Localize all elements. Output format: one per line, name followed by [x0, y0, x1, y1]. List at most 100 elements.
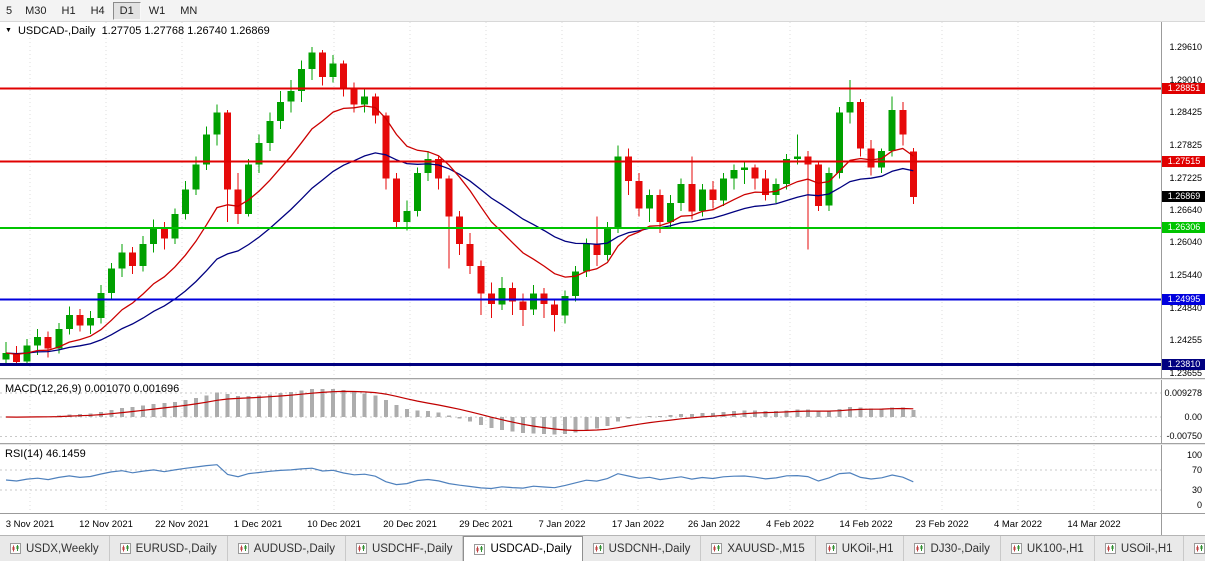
- timeframe-button-5[interactable]: 5: [1, 2, 17, 20]
- candle-body: [530, 293, 537, 310]
- price-tag-1.24995: 1.24995: [1162, 293, 1205, 305]
- candle-body: [804, 156, 812, 165]
- rsi-line: [5, 464, 914, 490]
- candle-body: [646, 194, 654, 209]
- candle-body: [361, 96, 369, 105]
- candle-body: [625, 156, 632, 182]
- chart-tab-xauusd-m15[interactable]: XAUUSD-,M15: [701, 536, 816, 561]
- timeframe-button-m30[interactable]: M30: [18, 2, 53, 20]
- time-axis[interactable]: 3 Nov 2021 12 Nov 2021 22 Nov 2021 1 Dec 20…: [0, 514, 1161, 535]
- candle-body: [519, 301, 527, 310]
- candle-body: [846, 101, 854, 113]
- candle-body: [582, 244, 590, 272]
- chart-tab-label: USDCHF-,Daily: [371, 542, 453, 555]
- date-label: 22 Nov 2021: [155, 519, 209, 530]
- main-price-axis[interactable]: 1.29610 1.29010 1.28425 1.27825 1.27225 1.266…: [1161, 22, 1205, 378]
- chart-tab-label: XAUUSD-,M15: [727, 542, 805, 555]
- chart-tab-usdcnh-daily[interactable]: USDCNH-,Daily: [582, 536, 702, 561]
- rsi-svg[interactable]: [0, 445, 1161, 513]
- candle-body: [118, 252, 126, 269]
- candle-body: [561, 296, 569, 316]
- candle-body: [888, 110, 896, 152]
- chart-tab-label: UK100-,H1: [1026, 542, 1084, 555]
- candle-body: [150, 227, 158, 245]
- date-label: 14 Mar 2022: [1067, 519, 1121, 530]
- chart-icon: [1193, 543, 1205, 554]
- chart-tab-usdchf-daily[interactable]: USDCHF-,Daily: [345, 536, 464, 561]
- rsi-panel: RSI(14) 46.1459 100 70 30 0: [0, 445, 1205, 513]
- candle-body: [698, 189, 706, 212]
- timeframe-button-d1[interactable]: D1: [112, 1, 141, 20]
- candle-body: [76, 315, 84, 326]
- macd-svg[interactable]: [0, 380, 1161, 443]
- price-tag-1.28851: 1.28851: [1162, 82, 1205, 94]
- macd-axis-tick: 0.00: [1184, 412, 1202, 422]
- timeframe-button-mn[interactable]: MN: [173, 2, 204, 20]
- macd-axis[interactable]: 0.009278 0.00 -0.00750: [1161, 380, 1205, 443]
- candle-body: [403, 211, 411, 223]
- macd-area[interactable]: MACD(12,26,9) 0.001070 0.001696: [0, 380, 1161, 443]
- chart-tab-label: USDCAD-,Daily: [490, 543, 572, 555]
- panel-separator[interactable]: [0, 378, 1205, 380]
- candle-body: [371, 96, 379, 116]
- candle-body: [857, 101, 865, 149]
- chart-tab-usdcad-daily[interactable]: USDCAD-,Daily: [463, 536, 583, 561]
- date-label: 3 Nov 2021: [5, 519, 55, 530]
- axis-corner: [1161, 514, 1205, 535]
- date-label: 29 Dec 2021: [459, 519, 513, 530]
- candle-body: [213, 112, 221, 135]
- candle-body: [414, 172, 421, 212]
- price-axis-tick: 1.27825: [1169, 139, 1202, 150]
- candle-body: [65, 315, 73, 329]
- candle-body: [466, 244, 474, 266]
- main-chart-area[interactable]: ▼ USDCAD-,Daily 1.27705 1.27768 1.26740 …: [0, 22, 1161, 378]
- chart-tab-label: USOil-,H1: [1120, 542, 1173, 555]
- chart-tab-eurusd-daily[interactable]: EURUSD-,Daily: [109, 536, 228, 561]
- candle-body: [329, 63, 337, 78]
- rsi-area[interactable]: RSI(14) 46.1459: [0, 445, 1161, 513]
- candle-body: [867, 148, 875, 168]
- chart-icon: [1104, 543, 1116, 554]
- candle-body: [319, 52, 326, 78]
- timeframe-button-w1[interactable]: W1: [142, 2, 173, 20]
- candle-body: [783, 159, 791, 184]
- candle-body: [34, 337, 42, 346]
- rsi-axis-tick: 100: [1186, 450, 1202, 460]
- chart-icon: [10, 543, 21, 554]
- candle-body: [181, 189, 189, 214]
- candle-body: [741, 167, 748, 171]
- candle-body: [762, 178, 770, 195]
- rsi-axis-tick: 30: [1191, 485, 1202, 495]
- chart-tab-uk100-h1[interactable]: UK100-,H1: [1000, 536, 1095, 561]
- candle-body: [266, 120, 274, 143]
- main-chart-svg[interactable]: [0, 22, 1161, 378]
- candle-body: [793, 156, 801, 160]
- chart-tab-usoil-h1[interactable]: USOil-,H1: [1094, 536, 1184, 561]
- chart-tab-hk50-daily[interactable]: HK50-,Daily: [1183, 536, 1205, 561]
- panel-separator[interactable]: [0, 443, 1205, 445]
- price-axis-tick: 1.25440: [1169, 270, 1202, 281]
- chart-tab-dj30-daily[interactable]: DJ30-,Daily: [904, 536, 1001, 561]
- price-tag-1.26869: 1.26869: [1162, 191, 1205, 203]
- chart-icon: [711, 543, 723, 554]
- candle-body: [86, 318, 94, 326]
- chart-icon: [119, 543, 131, 554]
- candle-body: [97, 292, 105, 318]
- timeframe-button-h1[interactable]: H1: [55, 2, 83, 20]
- timeframe-button-h4[interactable]: H4: [84, 2, 112, 20]
- candle-body: [308, 52, 316, 69]
- rsi-axis[interactable]: 100 70 30 0: [1161, 445, 1205, 513]
- candle-body: [667, 203, 675, 223]
- chart-tab-usdx-weekly[interactable]: USDX,Weekly: [0, 536, 110, 561]
- price-axis-tick: 1.29610: [1169, 42, 1202, 53]
- macd-panel: MACD(12,26,9) 0.001070 0.001696 0.009278…: [0, 380, 1205, 443]
- chart-tab-audusd-daily[interactable]: AUDUSD-,Daily: [227, 536, 346, 561]
- chart-tab-ukoil-h1[interactable]: UKOil-,H1: [815, 536, 905, 561]
- chart-icon: [914, 543, 926, 554]
- timeframe-toolbar: 5 M30 H1 H4 D1 W1 MN: [0, 0, 1205, 22]
- candle-body: [297, 68, 305, 91]
- candle-body: [814, 164, 822, 206]
- chart-tab-label: AUDUSD-,Daily: [253, 542, 335, 555]
- chart-menu-arrow-icon[interactable]: ▼: [5, 27, 12, 34]
- candle-body: [171, 214, 179, 239]
